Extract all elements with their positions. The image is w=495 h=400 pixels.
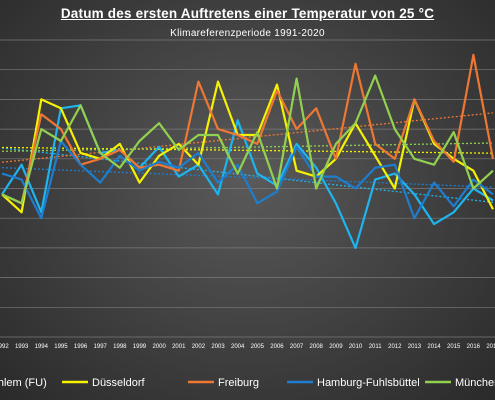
x-tick-label: 2014 (427, 344, 441, 350)
x-tick-label: 1996 (74, 344, 88, 350)
x-tick-label: 2016 (467, 344, 481, 350)
legend-label: Freiburg (218, 377, 259, 389)
series-line (1, 53, 495, 205)
x-tick-label: 2007 (290, 344, 304, 350)
x-tick-label: 2002 (192, 344, 206, 350)
x-tick-label: 2003 (211, 344, 225, 350)
trendline (1, 167, 494, 188)
x-tick-labels: 1992 1993 1994 1995 1996 1997 1998 1999 2000 2001… (0, 344, 495, 350)
x-tick-label: 2013 (408, 344, 422, 350)
chart-subtitle: Klimareferenzperiode 1991-2020 (170, 28, 325, 39)
chart-title: Datum des ersten Auftretens einer Temper… (60, 6, 435, 21)
x-tick-label: 2005 (251, 344, 265, 350)
x-tick-label: 1992 (0, 344, 9, 350)
x-tick-label: 2010 (349, 344, 363, 350)
x-tick-label: 1997 (94, 344, 108, 350)
x-tick-label: 2008 (310, 344, 324, 350)
x-tick-label: 2001 (172, 344, 186, 350)
x-tick-label: 2017 (486, 344, 495, 350)
x-tick-label: 2009 (329, 344, 343, 350)
x-tick-label: 1998 (113, 344, 127, 350)
x-tick-label: 1993 (15, 344, 29, 350)
x-tick-label: 2004 (231, 344, 245, 350)
x-tick-label: 1999 (133, 344, 147, 350)
x-tick-label: 2012 (388, 344, 402, 350)
series-line (1, 74, 494, 205)
x-tick-label: 1994 (35, 344, 49, 350)
series-lines (1, 53, 495, 249)
x-tick-label: 1995 (54, 344, 68, 350)
legend-label: Berlin-Dahlem (FU) (0, 377, 47, 389)
series-line (1, 80, 494, 214)
gridlines (0, 39, 495, 338)
series-line (1, 104, 494, 249)
x-tick-label: 2015 (447, 344, 461, 350)
legend: Berlin-Dahlem (FU) Düsseldorf Freiburg Hamb… (0, 377, 495, 389)
series-line (1, 139, 494, 220)
x-tick-label: 2006 (270, 344, 284, 350)
x-tick-label: 2000 (152, 344, 166, 350)
x-tick-label: 2011 (369, 344, 383, 350)
legend-label: München (455, 377, 495, 389)
legend-label: Hamburg-Fuhlsbüttel (317, 377, 420, 389)
legend-label: Düsseldorf (92, 377, 146, 389)
